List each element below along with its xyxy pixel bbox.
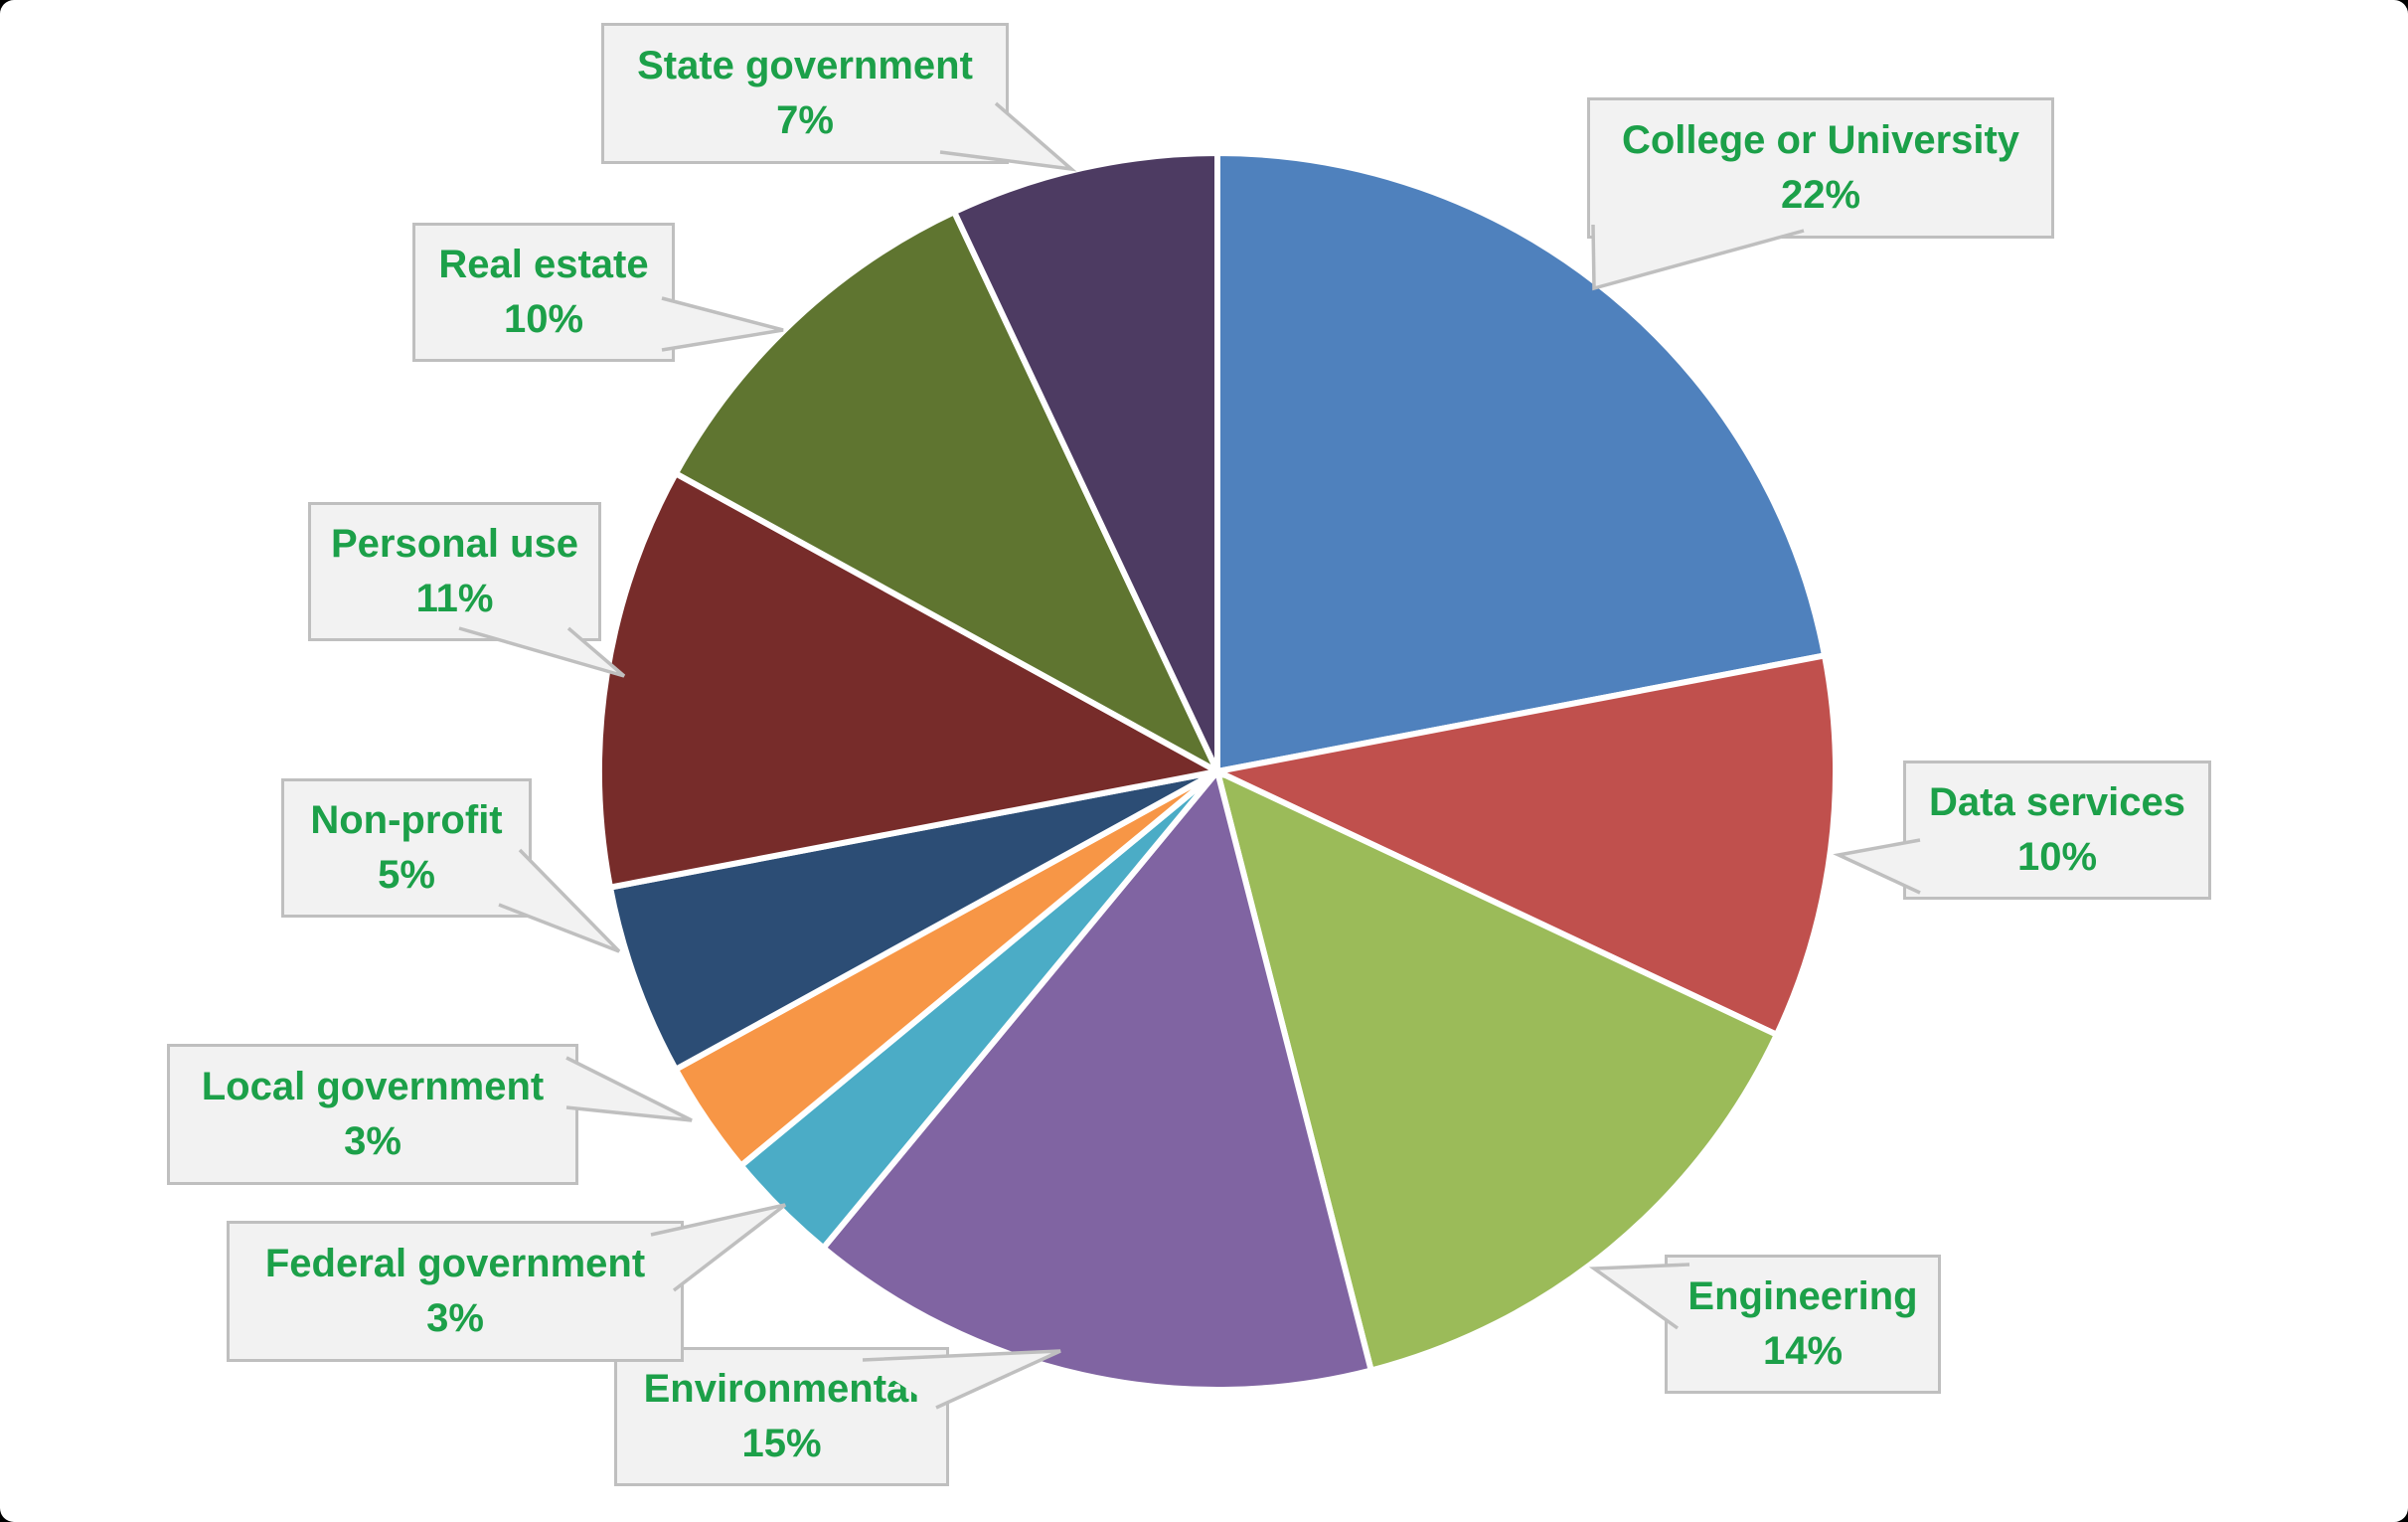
slice-label: Federal government: [264, 1241, 646, 1285]
callout-engineering: Engineering 14%: [1665, 1255, 1941, 1394]
pie-slice-local-government: [671, 768, 1219, 1170]
slice-percent: 11%: [415, 577, 494, 620]
slice-label: Personal use: [330, 521, 578, 566]
pie-slice-non-profit: [606, 768, 1219, 1074]
slice-percent: 3%: [426, 1296, 484, 1340]
slice-label: Environmental: [643, 1366, 920, 1411]
slice-label: Engineering: [1687, 1273, 1918, 1318]
callout-environmental: Environmental 15%: [614, 1347, 949, 1486]
slice-percent: 14%: [1762, 1329, 1844, 1373]
slice-percent: 5%: [378, 853, 435, 897]
callout-local-government: Local government 3%: [167, 1044, 578, 1185]
pie-slice-federal-government: [736, 768, 1220, 1253]
callout-data-services: Data services 10%: [1903, 761, 2211, 900]
callout-non-profit: Non-profit 5%: [281, 778, 532, 918]
callout-pointers: [458, 101, 1921, 1410]
slice-label: Real estate: [438, 242, 649, 286]
slice-percent: 10%: [503, 297, 584, 341]
pie-slice-college-or-university: [1214, 149, 1829, 775]
pie-slices: [595, 149, 1839, 1394]
pie-slice-state-government: [950, 149, 1220, 773]
slice-label: College or University: [1621, 117, 2020, 162]
slice-label: State government: [637, 43, 973, 87]
pie-slice-environmental: [819, 764, 1375, 1394]
slice-percent: 7%: [776, 98, 834, 142]
slice-percent: 3%: [344, 1119, 401, 1163]
slice-percent: 10%: [2016, 835, 2098, 879]
callout-state-government: State government 7%: [601, 23, 1009, 164]
callout-personal-use: Personal use 11%: [308, 502, 601, 641]
callout-real-estate: Real estate 10%: [412, 223, 675, 362]
slice-percent: 22%: [1780, 173, 1861, 217]
callout-college-or-university: College or University 22%: [1587, 97, 2054, 239]
pie-slice-real-estate: [671, 208, 1224, 779]
callout-pointer-local-government: [565, 1056, 693, 1122]
pie-slice-personal-use: [595, 469, 1226, 892]
slice-label: Local government: [201, 1064, 545, 1108]
pie-slice-data-services: [1207, 651, 1839, 1039]
callout-pointer-real-estate: [661, 296, 784, 352]
slice-label: Data services: [1929, 779, 2185, 824]
slice-label: Non-profit: [310, 797, 503, 842]
slice-percent: 15%: [741, 1422, 822, 1465]
callout-federal-government: Federal government 3%: [227, 1221, 684, 1362]
